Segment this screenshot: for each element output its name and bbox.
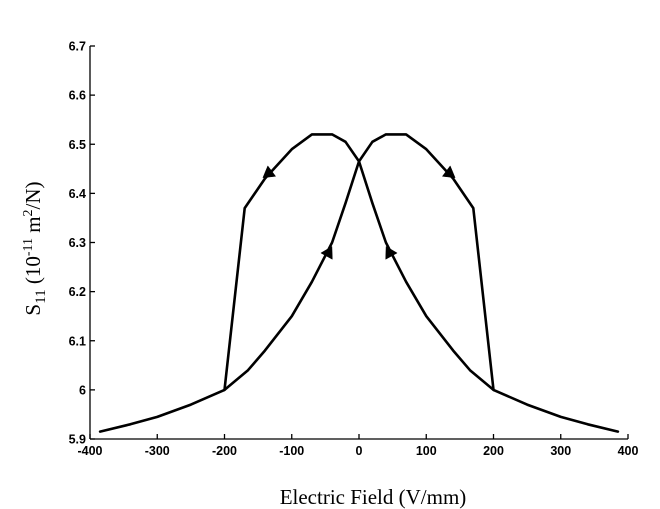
y-axis-title-symbol: S [21,304,45,316]
x-tick-label: -100 [279,444,304,458]
axes [89,46,628,440]
series-line-1 [98,133,495,433]
direction-arrow [320,246,333,260]
x-tick-label: 400 [618,444,639,458]
x-tick-label: 200 [483,444,504,458]
series-group [98,133,620,433]
y-axis-title-unit: m [21,216,45,238]
y-tick-label: 6.3 [69,236,86,250]
y-axis-title-close: /N) [21,181,45,209]
x-tick-label: -200 [212,444,237,458]
direction-arrow [441,165,456,178]
y-axis-title-exponent: -11 [21,238,36,256]
y-tick-label: 6.7 [69,40,86,54]
y-axis-title-unit-exponent: 2 [21,209,36,216]
x-tick-label: 100 [416,444,437,458]
x-tick-label: 0 [356,444,363,458]
direction-arrows [262,165,456,260]
x-axis-title: Electric Field (V/mm) [280,485,467,509]
y-tick-label: 6.4 [69,187,86,201]
y-tick-label: 6.6 [69,89,86,103]
y-tick-label: 6.2 [69,285,86,299]
direction-arrow [262,165,277,178]
y-axis-title: S11 (10-11 m2/N) [21,181,49,315]
y-tick-label: 5.9 [69,433,86,447]
y-ticks: 5.9 6 6.1 6.2 6.3 6.4 6.5 6.6 6.7 [69,40,95,447]
y-axis-title-subscript: 11 [33,289,49,303]
x-ticks: -400 -300 -200 -100 0 100 200 300 400 [77,434,638,458]
series-line-2 [223,133,620,433]
y-tick-label: 6.5 [69,138,86,152]
x-tick-label: 300 [550,444,571,458]
y-axis-title-open: (10 [21,256,45,289]
x-tick-label: -400 [77,444,102,458]
y-tick-label: 6 [79,383,86,397]
x-tick-label: -300 [145,444,170,458]
y-tick-label: 6.1 [69,334,86,348]
direction-arrow [385,246,398,260]
